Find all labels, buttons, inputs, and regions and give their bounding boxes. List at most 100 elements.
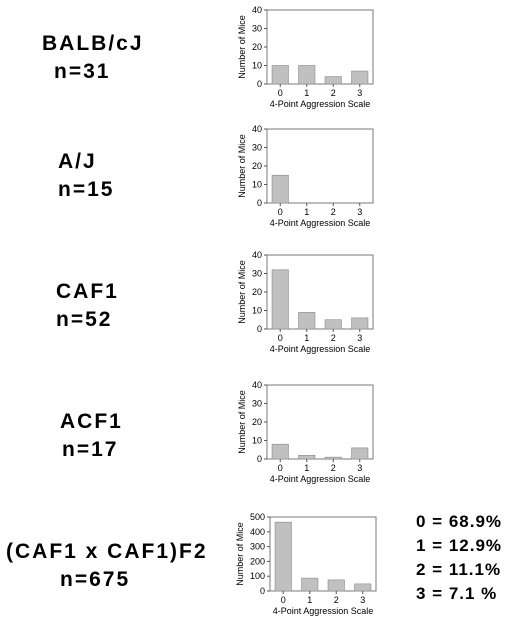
y-tick-label: 300 [250,542,265,552]
y-tick-label: 40 [252,5,262,15]
x-axis-title: 4-Point Aggression Scale [270,99,371,109]
bar-2 [324,319,342,330]
y-tick-label: 20 [252,42,262,52]
bar-3 [351,447,369,460]
pct-score-1: 1 = 12.9% [416,536,503,555]
strain-n: n=52 [56,308,113,331]
x-tick-label: 3 [357,463,362,473]
y-axis-title: Number of Mice [237,260,247,324]
pct-score-0: 0 = 68.9% [416,512,503,531]
bar-3 [354,583,372,592]
x-axis-title: 4-Point Aggression Scale [270,344,371,354]
bar-0 [271,443,289,460]
strain-label-balbcj: BALB/cJ n=31 [42,30,144,86]
x-tick-label: 2 [331,207,336,217]
x-tick-label: 1 [304,333,309,343]
y-tick-label: 20 [252,287,262,297]
y-tick-label: 400 [250,527,265,537]
y-tick-label: 0 [257,454,262,464]
y-tick-label: 500 [250,512,265,522]
bar-1 [298,312,316,330]
strain-name: ACF1 [60,410,123,433]
x-tick-label: 2 [334,595,339,605]
bar-2 [324,456,342,460]
bar-0 [274,521,292,592]
y-tick-label: 0 [260,586,265,596]
chart-panel-3: 0 10 20 30 40 0 1 2 34-Point Aggression Scale Num… [237,380,374,484]
y-tick-label: 10 [252,61,262,71]
bar-1 [301,577,319,592]
strain-label-f2: (CAF1 x CAF1)F2 n=675 [6,538,208,594]
strain-name: CAF1 [56,280,119,303]
y-axis-title: Number of Mice [237,15,247,79]
y-tick-label: 40 [252,250,262,260]
chart-panel-0: 0 10 20 30 40 0 1 2 34-Point Aggression Scale Num… [237,5,374,109]
y-tick-label: 30 [252,24,262,34]
x-tick-label: 3 [360,595,365,605]
strain-n: n=675 [60,568,131,591]
strain-n: n=31 [54,60,111,83]
bar-0 [271,65,289,85]
y-tick-label: 40 [252,380,262,390]
pct-score-2: 2 = 11.1% [416,560,502,579]
y-tick-label: 0 [257,79,262,89]
y-tick-label: 20 [252,417,262,427]
y-tick-label: 10 [252,306,262,316]
x-tick-label: 1 [304,207,309,217]
bar-1 [298,454,316,460]
x-tick-label: 1 [304,88,309,98]
y-tick-label: 10 [252,180,262,190]
chart-panel-1: 0 10 20 30 40 0 1 2 34-Point Aggression Scale Num… [237,124,374,228]
y-axis-title: Number of Mice [237,390,247,454]
y-tick-label: 10 [252,436,262,446]
x-tick-label: 2 [331,88,336,98]
strain-name: BALB/cJ [42,32,144,55]
strain-n: n=15 [58,178,115,201]
strain-name: A/J [58,150,97,173]
y-tick-label: 30 [252,399,262,409]
x-tick-label: 3 [357,333,362,343]
strain-name: (CAF1 x CAF1)F2 [6,540,208,563]
bar-0 [271,269,289,330]
chart-panel-2: 0 10 20 30 40 0 1 2 34-Point Aggression Scale Num… [237,250,374,354]
x-tick-label: 0 [278,333,283,343]
bar-2 [327,579,345,592]
y-tick-label: 20 [252,161,262,171]
x-tick-label: 0 [278,207,283,217]
chart-panel-4: 0 100 200 300 400 500 0 1 2 34-Point Aggression S… [235,512,377,616]
strain-n: n=17 [62,438,119,461]
y-tick-label: 30 [252,143,262,153]
bar-3 [351,317,369,330]
y-tick-label: 100 [250,571,265,581]
y-tick-label: 40 [252,124,262,134]
x-tick-label: 3 [357,88,362,98]
x-tick-label: 1 [307,595,312,605]
x-tick-label: 2 [331,463,336,473]
x-tick-label: 1 [304,463,309,473]
y-tick-label: 0 [257,324,262,334]
bar-2 [324,76,342,85]
y-axis-title: Number of Mice [235,522,245,586]
strain-label-acf1: ACF1 n=17 [60,408,123,464]
strain-label-caf1: CAF1 n=52 [56,278,119,334]
x-tick-label: 2 [331,333,336,343]
x-tick-label: 0 [278,88,283,98]
y-tick-label: 200 [250,556,265,566]
x-tick-label: 0 [281,595,286,605]
x-axis-title: 4-Point Aggression Scale [273,606,374,616]
x-tick-label: 3 [357,207,362,217]
plot-frame [269,516,377,592]
pct-score-3: 3 = 7.1 % [416,584,498,603]
y-tick-label: 30 [252,269,262,279]
bar-3 [351,70,369,85]
x-tick-label: 0 [278,463,283,473]
y-tick-label: 0 [257,198,262,208]
strain-label-aj: A/J n=15 [58,148,114,204]
bar-1 [298,65,316,85]
f2-percentages: 0 = 68.9% 1 = 12.9% 2 = 11.1% 3 = 7.1 % [416,510,502,606]
y-axis-title: Number of Mice [237,134,247,198]
x-axis-title: 4-Point Aggression Scale [270,474,371,484]
bar-0 [271,174,289,204]
x-axis-title: 4-Point Aggression Scale [270,218,371,228]
